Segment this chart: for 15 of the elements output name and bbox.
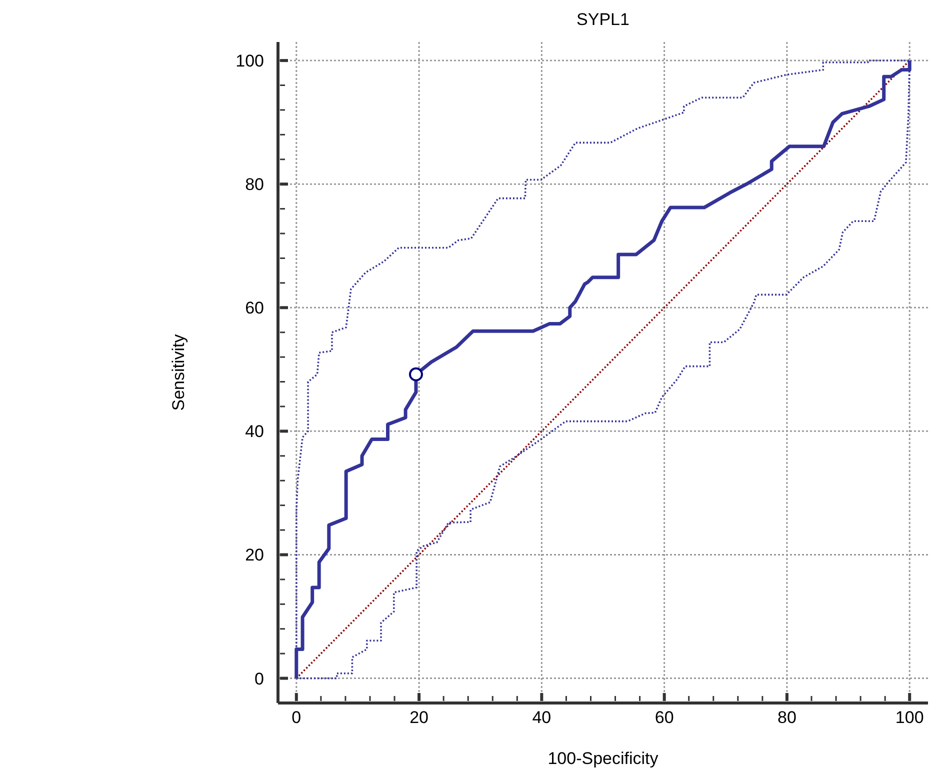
y-tick-label: 40 <box>245 422 264 442</box>
x-tick-label: 20 <box>410 708 428 727</box>
y-tick-label: 0 <box>254 669 264 688</box>
y-tick-label: 60 <box>245 298 264 318</box>
x-tick-label: 0 <box>292 708 302 727</box>
y-tick-label: 100 <box>236 52 264 71</box>
x-tick-label: 100 <box>895 708 924 727</box>
x-tick-label: 60 <box>654 708 674 727</box>
y-axis-title: Sensitivity <box>169 334 188 411</box>
x-axis-title: 100-Specificity <box>548 749 659 768</box>
x-tick-label: 80 <box>778 708 796 727</box>
x-tick-label: 40 <box>532 708 552 727</box>
y-tick-label: 20 <box>245 546 264 565</box>
chart-title: SYPL1 <box>576 10 630 30</box>
y-tick-label: 80 <box>245 175 264 194</box>
